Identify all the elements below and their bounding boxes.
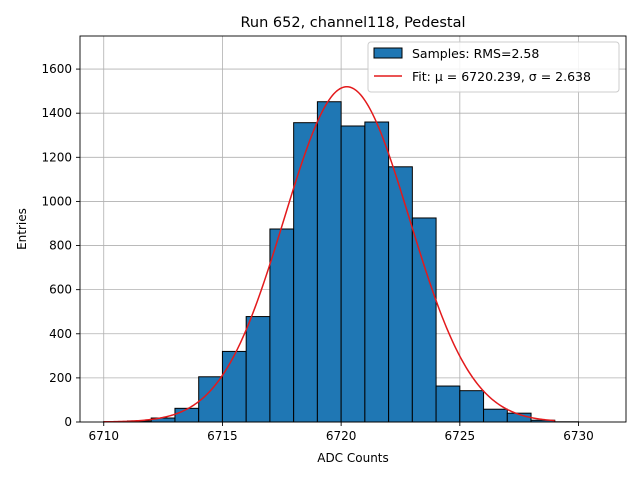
y-axis-ticks: 0 200 400 600 800 1000 1200 1400 1600 bbox=[41, 62, 80, 429]
legend: Samples: RMS=2.58 Fit: μ = 6720.239, σ =… bbox=[367, 41, 620, 93]
y-tick-label-5: 1000 bbox=[41, 194, 72, 208]
histogram-bar-7 bbox=[269, 228, 295, 423]
histogram-bar-8 bbox=[293, 122, 318, 423]
histogram-bar-16 bbox=[483, 408, 508, 423]
y-tick-label-8: 1600 bbox=[41, 62, 72, 76]
x-tick-label-4: 6730 bbox=[563, 429, 594, 443]
histogram-bar-3 bbox=[174, 407, 200, 423]
histogram-bar-11 bbox=[364, 121, 390, 423]
histogram-bar-15 bbox=[459, 390, 485, 423]
axes-frame bbox=[79, 35, 627, 423]
histogram-bar-6 bbox=[245, 316, 271, 423]
histogram-bar-12 bbox=[388, 166, 413, 423]
histogram-bar-5 bbox=[221, 350, 247, 423]
histogram-bar-9 bbox=[316, 101, 342, 423]
y-tick-label-0: 0 bbox=[64, 415, 72, 429]
x-tick-label-3: 6725 bbox=[445, 429, 476, 443]
histogram-bar-10 bbox=[340, 125, 366, 423]
gaussian-fit-curve bbox=[103, 85, 555, 423]
y-tick-label-4: 800 bbox=[49, 239, 72, 253]
x-axis-label: ADC Counts bbox=[317, 451, 389, 465]
histogram-bars bbox=[103, 101, 580, 423]
y-tick-label-7: 1400 bbox=[41, 106, 72, 120]
x-tick-label-2: 6720 bbox=[326, 429, 357, 443]
legend-box bbox=[367, 41, 620, 93]
histogram-bar-13 bbox=[411, 217, 437, 423]
histogram-bar-14 bbox=[435, 385, 461, 423]
chart-title: Run 652, channel118, Pedestal bbox=[240, 15, 465, 31]
y-tick-label-1: 200 bbox=[49, 371, 72, 385]
x-tick-label-0: 6710 bbox=[88, 429, 119, 443]
y-tick-label-6: 1200 bbox=[41, 150, 72, 164]
y-tick-label-2: 400 bbox=[49, 327, 72, 341]
y-tick-label-3: 600 bbox=[49, 283, 72, 297]
legend-swatch-samples bbox=[373, 47, 403, 59]
x-axis-ticks: 6710 6715 6720 6725 6730 bbox=[88, 422, 594, 443]
x-tick-label-1: 6715 bbox=[207, 429, 238, 443]
y-axis-label: Entries bbox=[15, 208, 29, 250]
legend-label-fit: Fit: μ = 6720.239, σ = 2.638 bbox=[412, 69, 591, 84]
legend-label-samples: Samples: RMS=2.58 bbox=[412, 46, 539, 61]
